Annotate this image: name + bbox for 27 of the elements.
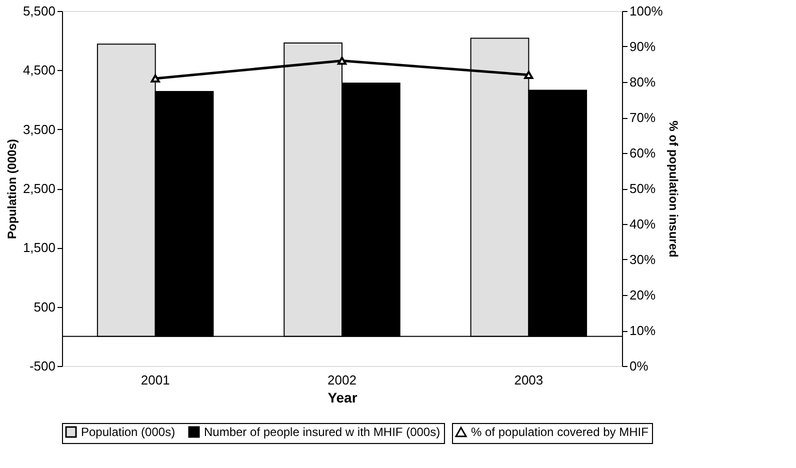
y2-tick-label: 80% [630, 74, 656, 90]
x-tick-label: 2003 [514, 372, 544, 388]
x-tick-label: 2001 [140, 372, 170, 388]
y-tick-label: 2,500 [22, 181, 56, 196]
legend-label: % of population covered by MHIF [471, 425, 648, 439]
legend-label: Population (000s) [81, 425, 176, 439]
x-axis-title: Year [328, 390, 358, 406]
y2-tick-label: 40% [630, 216, 656, 232]
y-tick-label: 4,500 [22, 62, 56, 78]
y2-tick-label: 20% [630, 288, 656, 302]
y2-tick-label: 50% [630, 181, 656, 196]
y2-tick-label: 90% [630, 39, 656, 54]
y2-tick-label: 70% [630, 110, 656, 125]
y2-tick-label: 60% [630, 146, 656, 160]
legend-label: Number of people insured w ith MHIF (000s) [204, 425, 440, 439]
y2-tick-label: 0% [630, 358, 649, 374]
y-axis-title: Population (000s) [4, 138, 19, 240]
y-tick-label: 3,500 [22, 122, 56, 137]
x-tick-label: 2002 [328, 372, 356, 388]
y2-tick-label: 30% [630, 252, 656, 267]
y2-tick-label: 10% [630, 323, 656, 338]
y-tick-label: -500 [29, 358, 56, 374]
y-tick-label: 500 [34, 299, 56, 314]
y2-tick-label: 100% [630, 4, 664, 18]
y-tick-label: 1,500 [22, 240, 56, 256]
y-tick-label: 5,500 [22, 4, 56, 18]
y2-axis-title: % of population insured [666, 120, 681, 258]
